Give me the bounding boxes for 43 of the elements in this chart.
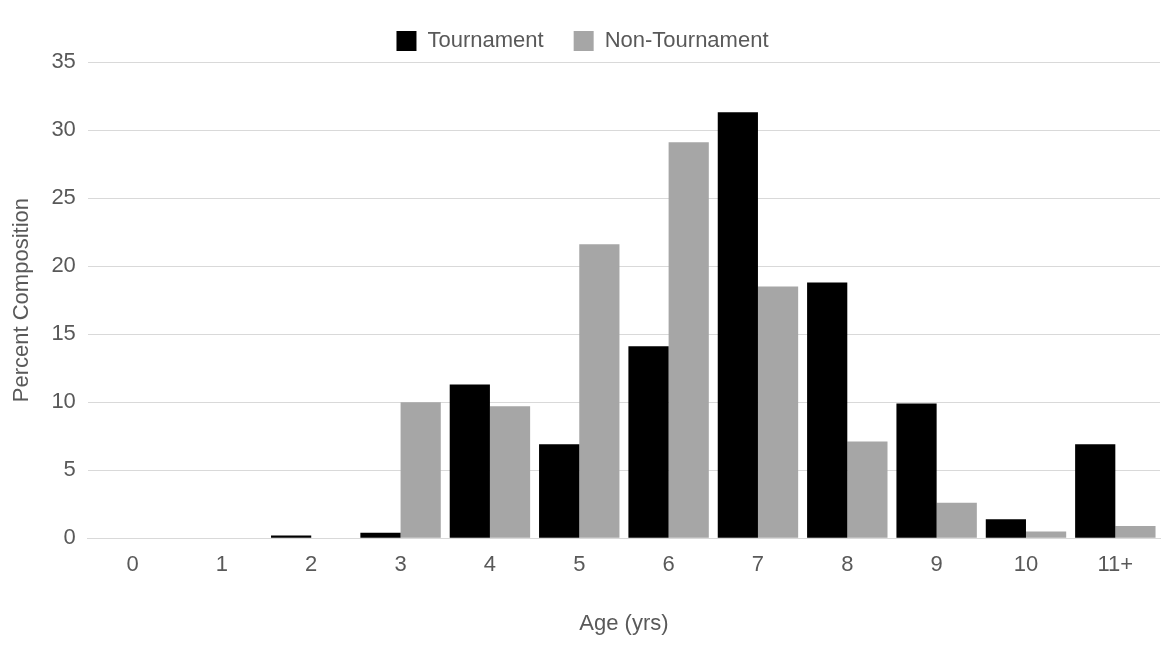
bar: [579, 244, 620, 538]
bar: [717, 112, 758, 538]
y-tick-label: 30: [51, 116, 76, 142]
bar: [489, 406, 531, 538]
x-tick-label: 3: [394, 551, 407, 577]
bar: [985, 519, 1026, 538]
y-tick-label: 10: [51, 388, 76, 414]
bar: [807, 282, 848, 538]
bar: [400, 402, 441, 538]
x-tick-label: 9: [930, 551, 943, 577]
bar: [449, 384, 490, 538]
legend-label: Tournament: [427, 27, 544, 53]
bar: [271, 535, 312, 538]
bar: [757, 286, 799, 538]
y-axis-title: Percent Composition: [8, 197, 34, 403]
legend-label: Non-Tournament: [604, 27, 769, 53]
y-tick-label: 25: [51, 184, 76, 210]
x-tick-label: 7: [751, 551, 765, 577]
y-tick-label: 15: [51, 320, 76, 346]
x-axis-title: Age (yrs): [579, 609, 669, 635]
bar: [1075, 444, 1116, 538]
bar: [628, 346, 669, 538]
bar: [360, 532, 401, 538]
bar: [539, 444, 580, 538]
bar: [896, 403, 937, 538]
bar: [936, 502, 977, 538]
x-tick-label: 6: [662, 551, 675, 577]
x-tick-label: 5: [573, 551, 586, 577]
y-tick-label: 20: [51, 252, 76, 278]
bar: [1115, 525, 1156, 538]
x-tick-label: 1: [215, 551, 229, 577]
x-tick-label: 0: [126, 551, 139, 577]
x-tick-label: 10: [1013, 551, 1039, 577]
x-tick-label: 4: [483, 551, 497, 577]
x-tick-label: 8: [841, 551, 854, 577]
bar: [668, 142, 709, 538]
x-tick-label: 11+: [1097, 551, 1134, 577]
bar: [847, 441, 888, 538]
y-tick-label: 0: [63, 524, 76, 550]
bar: [1025, 531, 1067, 538]
x-tick-label: 2: [305, 551, 318, 577]
y-tick-label: 5: [63, 456, 76, 482]
y-tick-label: 35: [51, 48, 76, 74]
